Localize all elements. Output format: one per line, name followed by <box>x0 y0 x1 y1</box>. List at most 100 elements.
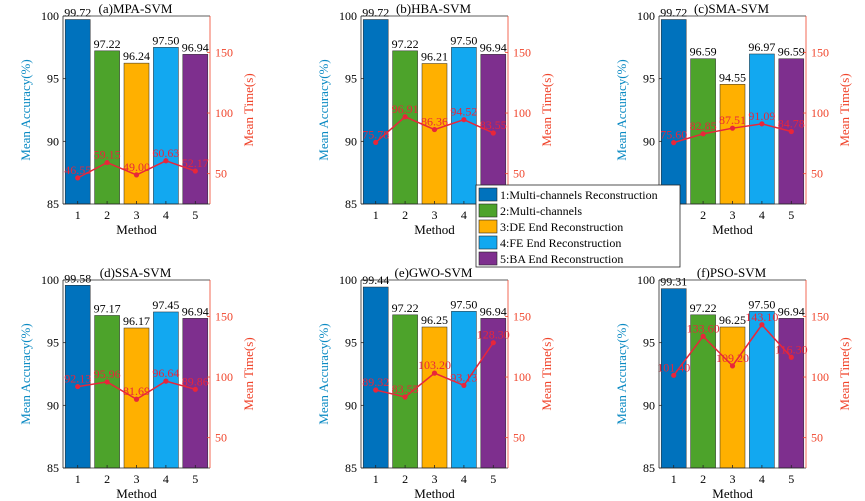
panel-2-bar-label-2: 97.22 <box>392 37 419 51</box>
panel-4-ytick-4: 100 <box>41 273 59 287</box>
panel-2-time-label-3: 86.36 <box>421 115 448 129</box>
panel-5-xlabel: Method <box>414 486 455 501</box>
legend-swatch-5 <box>478 251 498 266</box>
panel-4-xtick-3: 3 <box>134 472 140 486</box>
panel-5-time-point-1 <box>373 387 379 393</box>
panel-6-bar-label-2: 97.22 <box>690 301 717 315</box>
panel-3-y2label: Mean Time(s) <box>837 73 852 146</box>
panel-1-xtick-3: 3 <box>134 208 140 222</box>
legend: 1:Multi-channels Reconstruction 2:Multi-… <box>475 184 681 268</box>
legend-item-5: 5:BA End Reconstruction <box>478 251 623 266</box>
panel-6-bar-label-4: 97.50 <box>748 297 775 311</box>
panel-4-y2tick-1: 50 <box>215 431 227 445</box>
panel-4-y2tick-2: 100 <box>215 370 233 384</box>
panel-6-time-point-4 <box>759 322 765 328</box>
panel-6-xtick-1: 1 <box>671 472 677 486</box>
panel-2-time-label-1: 75.78 <box>362 127 389 141</box>
panel-4-xtick-2: 2 <box>104 472 110 486</box>
panel-5-title: (e)GWO-SVM <box>395 265 473 280</box>
panel-6-title: (f)PSO-SVM <box>697 265 767 280</box>
panel-3-bar-label-3: 94.55 <box>719 70 746 84</box>
legend-item-1: 1:Multi-channels Reconstruction <box>478 187 658 202</box>
panel-6-time-point-1 <box>671 372 677 378</box>
legend-item-3: 3:DE End Reconstruction <box>478 219 623 234</box>
legend-box <box>475 184 681 268</box>
panel-6-y2tick-3: 150 <box>811 309 829 323</box>
panel-4-title: (d)SSA-SVM <box>100 265 172 280</box>
panel-1-time-label-2: 59.15 <box>94 148 121 162</box>
panel-1-bar-label-3: 96.24 <box>123 49 150 63</box>
panel-2-time-label-2: 96.91 <box>392 102 419 116</box>
panel-3-xtick-4: 4 <box>759 208 765 222</box>
panel-5-xtick-1: 1 <box>373 472 379 486</box>
panel-4-time-label-2: 95.96 <box>94 367 121 381</box>
panel-5-xtick-5: 5 <box>490 472 496 486</box>
panel-5-time-point-2 <box>402 394 408 400</box>
panel-6-y2tick-2: 100 <box>811 370 829 384</box>
panel-1-bar-label-2: 97.22 <box>94 37 121 51</box>
legend-swatch-2 <box>478 203 498 218</box>
panel-4-xtick-1: 1 <box>75 472 81 486</box>
panel-4-bar-1 <box>64 285 91 469</box>
panel-3-bar-label-2: 96.59 <box>690 45 717 59</box>
panel-1-xtick-5: 5 <box>192 208 198 222</box>
panel-3-bar-4 <box>749 53 775 205</box>
panel-1-bar-3 <box>123 62 150 205</box>
panel-4-time-label-4: 96.64 <box>152 366 179 380</box>
panel-1-time-point-4 <box>163 158 169 164</box>
panel-4-bar-2 <box>94 315 120 469</box>
panel-3-y2tick-1: 50 <box>811 167 823 181</box>
panel-2-ytick-3: 95 <box>345 72 357 86</box>
panel-6-bar-label-3: 96.25 <box>719 313 746 327</box>
panel-4-xtick-4: 4 <box>163 472 169 486</box>
legend-swatch-4 <box>478 235 498 250</box>
panel-5-bar-label-5: 96.94 <box>480 304 507 318</box>
panel-6-xtick-3: 3 <box>730 472 736 486</box>
panel-2-y2label: Mean Time(s) <box>539 73 554 146</box>
legend-label-1: 1:Multi-channels Reconstruction <box>500 188 658 202</box>
panel-3-ytick-4: 100 <box>637 9 655 23</box>
panel-3-bar-1 <box>660 19 687 205</box>
panel-4-ytick-1: 85 <box>47 461 59 475</box>
panel-4-time-label-3: 81.69 <box>123 384 150 398</box>
panel-4-time-point-2 <box>104 379 110 385</box>
panel-5-y2tick-1: 50 <box>513 431 525 445</box>
panel-3-xtick-3: 3 <box>730 208 736 222</box>
legend-label-5: 5:BA End Reconstruction <box>500 252 623 266</box>
panel-1-bar-label-1: 99.72 <box>64 6 91 20</box>
panel-5-xtick-3: 3 <box>432 472 438 486</box>
panel-3-time-label-2: 82.85 <box>690 119 717 133</box>
panel-6-time-point-2 <box>700 333 706 339</box>
panel-2-time-label-5: 83.55 <box>480 118 507 132</box>
panel-1-time-label-5: 52.17 <box>182 156 209 170</box>
panel-3-ytick-3: 95 <box>643 72 655 86</box>
panel-1-y2label: Mean Time(s) <box>241 73 256 146</box>
panel-1-time-label-1: 46.55 <box>64 163 91 177</box>
panel-4-bar-3 <box>123 327 150 469</box>
chart-panels: 99.7297.2296.2497.5096.9446.5559.1549.00… <box>18 1 852 501</box>
panel-6-bar-label-5: 96.94 <box>778 304 805 318</box>
panel-6-ytick-1: 85 <box>643 461 655 475</box>
panel-5-time-label-1: 89.32 <box>362 375 389 389</box>
panel-6-time-label-1: 101.40 <box>657 360 690 374</box>
panel-1-bar-label-4: 97.50 <box>152 33 179 47</box>
panel-2-bar-label-5: 96.94 <box>480 40 507 54</box>
panel-3-time-point-3 <box>729 125 736 131</box>
panel-1-bar-4 <box>153 47 179 205</box>
panel-4-bar-label-1: 99.58 <box>64 271 91 285</box>
panel-2-xtick-1: 1 <box>373 208 379 222</box>
panel-4-xlabel: Method <box>116 486 157 501</box>
legend-label-3: 3:DE End Reconstruction <box>500 220 623 234</box>
panel-3-time-label-1: 75.60 <box>660 128 687 142</box>
panel-4-ytick-2: 90 <box>47 398 59 412</box>
panel-1-ytick-4: 100 <box>41 9 59 23</box>
panel-5-ytick-1: 85 <box>345 461 357 475</box>
panel-6-ytick-4: 100 <box>637 273 655 287</box>
panel-5-time-label-3: 103.20 <box>418 358 451 372</box>
panel-6-time-point-3 <box>729 363 736 369</box>
